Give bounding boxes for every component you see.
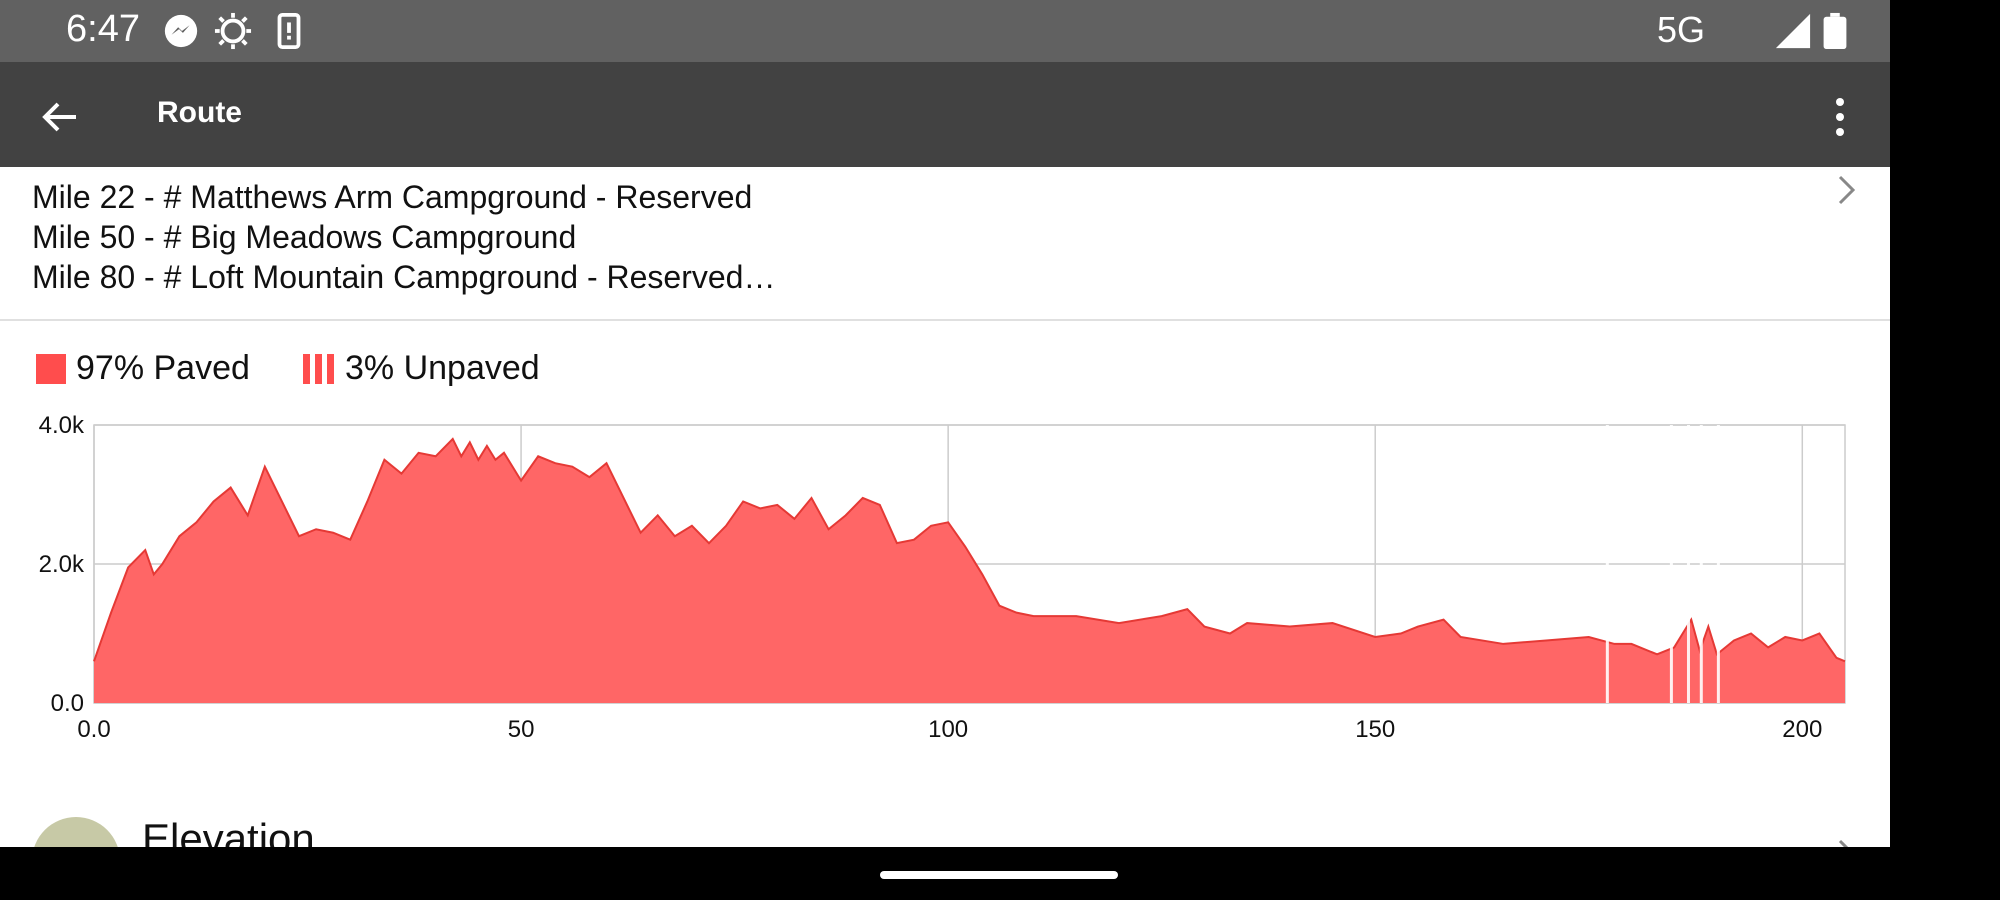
elevation-area [94,438,1845,703]
legend-paved-label: 97% Paved [76,349,250,387]
page-title: Route [157,96,242,129]
note-line: Mile 80 - # Loft Mountain Campground - R… [32,259,776,295]
chevron-right-icon[interactable] [1835,173,1859,207]
home-indicator[interactable] [880,871,1118,879]
network-type: 5G [1656,9,1705,50]
legend-unpaved: 3% Unpaved [303,349,540,388]
divider [0,319,1890,321]
elevation-title: Elevation [142,815,315,847]
unpaved-swatch [303,353,335,384]
x-tick-label: 100 [928,716,968,743]
battery-icon [1823,12,1847,50]
unpaved-segment [1699,425,1703,703]
legend-paved: 97% Paved [36,349,250,388]
unpaved-segment [1716,425,1720,703]
x-tick-label: 200 [1782,716,1822,743]
x-tick-label: 0.0 [77,716,110,743]
note-line: Mile 22 - # Matthews Arm Campground - Re… [32,179,753,215]
messenger-icon [164,14,198,48]
x-tick-label: 50 [508,716,535,743]
more-vert-icon[interactable] [1830,92,1850,142]
route-notes[interactable]: Mile 22 - # Matthews Arm Campground - Re… [32,177,775,297]
brightness-icon [214,12,252,50]
unpaved-segment [1669,425,1673,703]
paved-swatch [36,353,66,384]
route-content: Mile 22 - # Matthews Arm Campground - Re… [0,167,1890,847]
chevron-right-icon[interactable] [1835,837,1859,847]
arrow-back-icon[interactable] [36,92,86,142]
y-tick-label: 4.0k [39,412,85,439]
x-tick-label: 150 [1355,716,1395,743]
phone-screen: 6:47 5G [0,0,1890,879]
phone-alert-icon [277,12,301,50]
note-line: Mile 50 - # Big Meadows Campground [32,219,577,255]
status-bar: 6:47 5G [0,0,1890,62]
trending-up-icon [32,817,120,847]
unpaved-segment [1686,425,1690,703]
unpaved-segment [1605,425,1609,703]
app-bar: Route [0,62,1890,167]
elevation-row[interactable]: Elevation [0,787,1890,847]
elevation-chart[interactable]: 0.0 2.0k 4.0k 0.0 50 100 150 200 [0,397,1890,777]
signal-icon [1775,13,1811,49]
legend-unpaved-label: 3% Unpaved [345,349,540,387]
y-tick-label: 0.0 [51,690,84,717]
y-tick-label: 2.0k [39,551,85,578]
status-time: 6:47 [66,8,140,50]
